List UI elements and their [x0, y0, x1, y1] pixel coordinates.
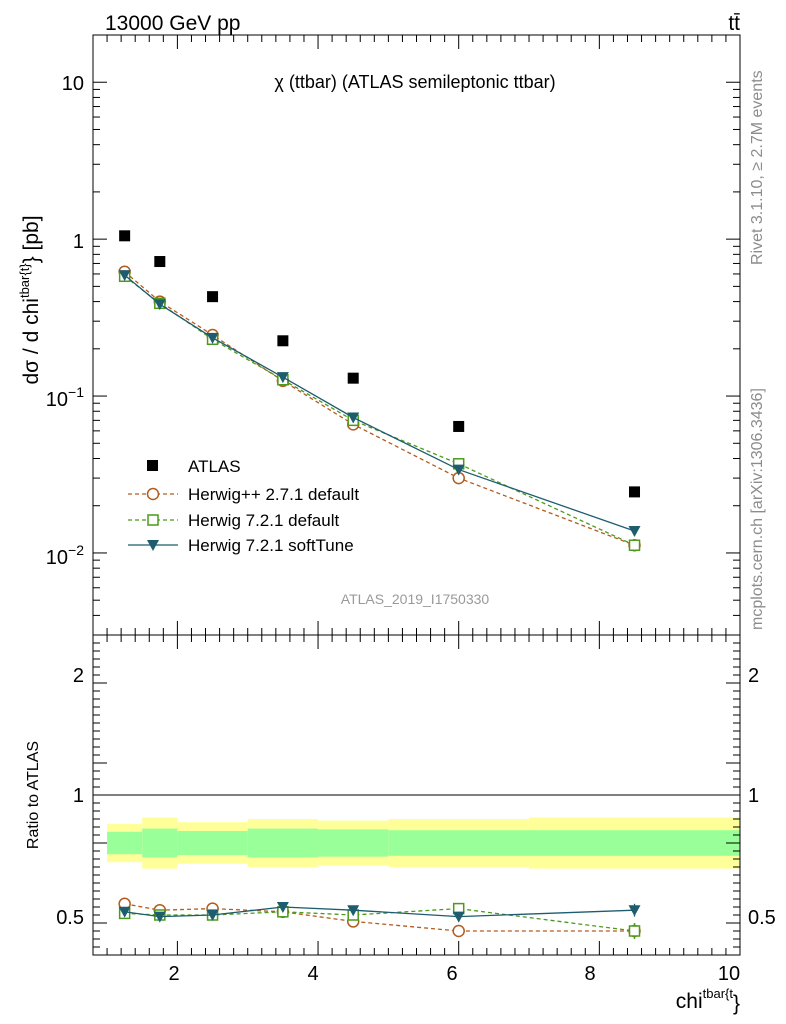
- ratio-point-2-3: [276, 902, 289, 913]
- band-inner-6: [529, 830, 740, 856]
- ratio-point-2-1: [153, 911, 166, 923]
- ratio-line-0: [124, 903, 635, 932]
- x-tick-labels: 2 4 6 8 10: [168, 963, 740, 985]
- data-point-3-5: [452, 464, 465, 476]
- data-point-3-4: [347, 412, 360, 424]
- ratio-y-tick-label-right-0p5: 0.5: [748, 907, 776, 929]
- main-series-layer: [118, 230, 641, 552]
- series-1: [118, 265, 641, 552]
- header-process-label: tt̄: [728, 12, 740, 35]
- data-point-0-6: [629, 486, 641, 498]
- series-2: [118, 270, 641, 551]
- ratio-axis-ticks: [93, 634, 741, 956]
- ratio-point-2-4: [347, 905, 360, 917]
- data-point-0-4: [347, 372, 359, 384]
- x-tick-label-8: 8: [584, 963, 595, 985]
- legend-marker-herwigpp: [146, 487, 160, 501]
- data-point-0-5: [453, 420, 465, 432]
- x-tick-label-10: 10: [718, 963, 740, 985]
- mcplots-label: mcplots.cern.ch [arXiv:1306.3436]: [749, 388, 766, 630]
- ratio-y-axis-label: Ratio to ATLAS: [25, 741, 42, 849]
- legend-label-atlas: ATLAS: [188, 457, 241, 476]
- x-tick-label-4: 4: [307, 963, 318, 985]
- main-y-tick-labels: 10 1 10−1 10−2: [46, 73, 84, 569]
- legend: ATLAS Herwig++ 2.7.1 default Herwig 7.2.…: [128, 457, 359, 555]
- x-tick-label-2: 2: [168, 963, 179, 985]
- series-3: [118, 270, 641, 538]
- ratio-point-2-6: [628, 905, 641, 917]
- data-point-0-1: [154, 256, 166, 268]
- legend-marker-herwig7-default: [147, 514, 159, 526]
- legend-marker-atlas: [147, 460, 158, 471]
- legend-label-herwig7-default: Herwig 7.2.1 default: [188, 511, 339, 530]
- ratio-y-tick-labels: 2 1 0.5 2 1 0.5: [56, 665, 776, 929]
- header-energy-label: 13000 GeV pp: [105, 12, 240, 35]
- ratio-point-0-5: [452, 924, 465, 938]
- legend-marker-herwig7-softtune: [147, 540, 159, 551]
- ratio-series-2: [118, 902, 641, 923]
- data-point-3-6: [628, 526, 641, 538]
- ratio-point-2-5: [452, 911, 465, 923]
- ratio-y-tick-label-1: 1: [73, 785, 84, 807]
- chart-title: χ (ttbar) (ATLAS semileptonic ttbar): [274, 72, 555, 92]
- ratio-y-tick-label-0p5: 0.5: [56, 907, 84, 929]
- main-y-axis-label: dσ / d chitbar{t}} [pb]: [17, 215, 43, 384]
- main-axis-ticks: [93, 34, 741, 636]
- data-point-3-2: [206, 332, 219, 344]
- band-inner-1: [142, 828, 178, 858]
- ratio-point-2-2: [206, 910, 219, 921]
- ratio-uncertainty-bands: [107, 817, 740, 869]
- data-point-2-6: [628, 539, 641, 551]
- x-axis-label: chitbar{t}: [676, 986, 740, 1015]
- ratio-y-tick-label-right-2: 2: [748, 665, 759, 687]
- rivet-version-label: Rivet 3.1.10, ≥ 2.7M events: [749, 70, 766, 265]
- data-point-3-0: [118, 270, 131, 282]
- band-inner-0: [107, 831, 143, 855]
- data-point-0-0: [119, 230, 131, 242]
- data-point-3-1: [153, 299, 166, 311]
- ratio-series-layer: [118, 897, 641, 939]
- analysis-watermark: ATLAS_2019_I1750330: [341, 591, 490, 607]
- ratio-y-tick-label-right-1: 1: [748, 785, 759, 807]
- ratio-y-tick-label-2: 2: [73, 665, 84, 687]
- band-inner-4: [318, 829, 389, 857]
- y-tick-label-0p1: 10−1: [46, 384, 84, 411]
- y-tick-label-1: 1: [73, 231, 84, 253]
- ratio-point-2-0: [118, 906, 131, 918]
- y-tick-label-0p01: 10−2: [46, 542, 84, 569]
- legend-label-herwigpp: Herwig++ 2.7.1 default: [188, 485, 359, 504]
- data-point-0-3: [277, 335, 289, 347]
- band-inner-2: [177, 831, 248, 855]
- band-inner-5: [388, 830, 530, 856]
- data-point-3-3: [276, 372, 289, 384]
- legend-label-herwig7-softtune: Herwig 7.2.1 softTune: [188, 536, 354, 555]
- band-inner-3: [247, 828, 319, 858]
- data-point-0-2: [207, 291, 219, 303]
- y-tick-label-10: 10: [62, 73, 84, 95]
- ratio-point-1-6: [628, 925, 641, 937]
- series-0: [119, 230, 641, 498]
- ratio-series-0: [118, 897, 641, 939]
- x-tick-label-6: 6: [446, 963, 457, 985]
